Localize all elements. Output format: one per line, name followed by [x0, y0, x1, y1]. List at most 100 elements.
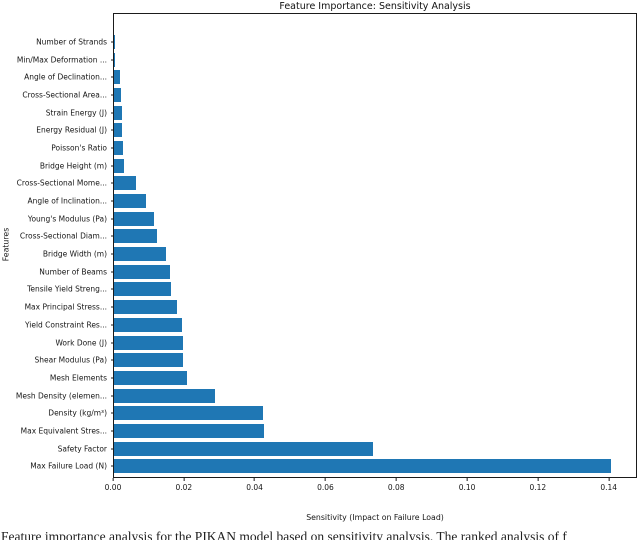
- bar: [114, 423, 265, 438]
- y-tick-mark: [111, 218, 114, 220]
- bar: [114, 300, 177, 315]
- bar-row: Mesh Elements: [50, 369, 636, 387]
- y-tick-label: Min/Max Deformation ...: [16, 55, 107, 65]
- chart-title: Feature Importance: Sensitivity Analysis: [279, 1, 471, 12]
- y-tick-label: Bridge Height (m): [39, 161, 107, 171]
- bar: [114, 123, 123, 138]
- bar-row: Max Failure Load (N): [30, 458, 636, 476]
- y-tick-label: Safety Factor: [57, 444, 107, 454]
- x-tick: 0.10: [458, 478, 476, 492]
- bar: [114, 158, 125, 173]
- bar-rows: Number of Strands Min/Max Deformation ...…: [16, 14, 636, 477]
- x-tick-label: 0.00: [104, 483, 122, 492]
- bar: [114, 459, 612, 474]
- bar: [114, 52, 116, 67]
- x-tick-mark: [324, 478, 326, 481]
- y-tick-mark: [111, 271, 114, 273]
- x-tick: 0.00: [104, 478, 122, 492]
- bar-row: Young's Modulus (Pa): [28, 210, 636, 228]
- y-tick-mark: [111, 165, 114, 167]
- x-tick-label: 0.02: [175, 483, 193, 492]
- x-tick-mark: [112, 478, 114, 481]
- bar: [114, 87, 122, 102]
- y-tick-mark: [111, 324, 114, 326]
- y-tick-mark: [111, 235, 114, 237]
- y-tick-label: Poisson's Ratio: [51, 143, 107, 153]
- y-tick-mark: [111, 465, 114, 467]
- bar-row: Energy Residual (J): [36, 121, 636, 139]
- bar: [114, 264, 171, 279]
- bar-row: Shear Modulus (Pa): [34, 351, 636, 369]
- bar: [114, 282, 171, 297]
- bar-row: Mesh Density (elemen...: [16, 387, 636, 405]
- bar: [114, 441, 374, 456]
- y-axis-label: Features: [1, 227, 11, 262]
- x-tick-label: 0.10: [458, 483, 476, 492]
- y-tick-mark: [111, 147, 114, 149]
- bar-row: Cross-Sectional Diam...: [20, 228, 636, 246]
- bar: [114, 406, 264, 421]
- plot-area: Number of Strands Min/Max Deformation ...…: [16, 13, 637, 478]
- x-tick-label: 0.08: [387, 483, 405, 492]
- x-tick: 0.04: [246, 478, 263, 492]
- x-tick-mark: [608, 478, 610, 481]
- bar-row: Safety Factor: [58, 440, 636, 458]
- bar: [114, 353, 184, 368]
- bar-row: Work Done (J): [55, 334, 636, 352]
- y-tick-label: Angle of Inclination...: [27, 196, 107, 206]
- y-tick-label: Mesh Density (elemen...: [15, 391, 107, 401]
- y-tick-label: Cross-Sectional Area...: [22, 90, 107, 100]
- x-tick: 0.12: [529, 478, 547, 492]
- bar: [114, 317, 183, 332]
- bar-row: Number of Strands: [36, 33, 636, 51]
- bar: [114, 105, 122, 120]
- x-tick-label: 0.14: [600, 483, 618, 492]
- y-tick-label: Bridge Width (m): [42, 249, 107, 259]
- y-tick-mark: [111, 412, 114, 414]
- bar-row: Cross-Sectional Mome...: [17, 175, 636, 193]
- x-tick-mark: [466, 478, 468, 481]
- x-tick-label: 0.12: [529, 483, 547, 492]
- y-tick-label: Work Done (J): [55, 338, 107, 348]
- bar: [114, 211, 155, 226]
- y-tick-label: Density (kg/m³): [48, 408, 107, 418]
- x-tick-mark: [537, 478, 539, 481]
- y-tick-mark: [111, 59, 114, 61]
- x-tick-label: 0.06: [317, 483, 334, 492]
- y-tick-mark: [111, 395, 114, 397]
- y-tick-label: Cross-Sectional Mome...: [16, 178, 107, 188]
- y-tick-mark: [111, 94, 114, 96]
- y-tick-label: Max Equivalent Stres...: [20, 426, 107, 436]
- x-tick: 0.08: [388, 478, 405, 492]
- y-tick-label: Cross-Sectional Diam...: [19, 231, 107, 241]
- x-tick-mark: [395, 478, 397, 481]
- bar: [114, 247, 167, 262]
- y-tick-mark: [111, 253, 114, 255]
- bar-row: Max Equivalent Stres...: [21, 422, 636, 440]
- y-tick-label: Mesh Elements: [49, 373, 107, 383]
- bar: [114, 70, 120, 85]
- bar-row: Angle of Inclination...: [28, 192, 636, 210]
- y-tick-label: Strain Energy (J): [45, 108, 107, 118]
- y-tick-label: Number of Strands: [36, 37, 107, 47]
- x-tick: 0.14: [600, 478, 617, 492]
- y-tick-mark: [111, 430, 114, 432]
- bar-row: Density (kg/m³): [48, 404, 636, 422]
- y-tick-label: Number of Beams: [39, 267, 107, 277]
- bar: [114, 370, 187, 385]
- y-tick-mark: [111, 76, 114, 78]
- y-tick-label: Max Failure Load (N): [30, 461, 107, 471]
- bar-row: Poisson's Ratio: [51, 139, 636, 157]
- bar-row: Cross-Sectional Area...: [22, 86, 636, 104]
- y-tick-label: Tensile Yield Streng...: [27, 284, 107, 294]
- x-tick: 0.06: [317, 478, 334, 492]
- y-tick-mark: [111, 182, 114, 184]
- y-tick-mark: [111, 200, 114, 202]
- x-tick-mark: [254, 478, 256, 481]
- bar-row: Angle of Declination...: [24, 68, 636, 86]
- y-tick-mark: [111, 359, 114, 361]
- bar-row: Number of Beams: [39, 263, 636, 281]
- x-tick: 0.02: [175, 478, 192, 492]
- bar-row: Bridge Height (m): [40, 157, 636, 175]
